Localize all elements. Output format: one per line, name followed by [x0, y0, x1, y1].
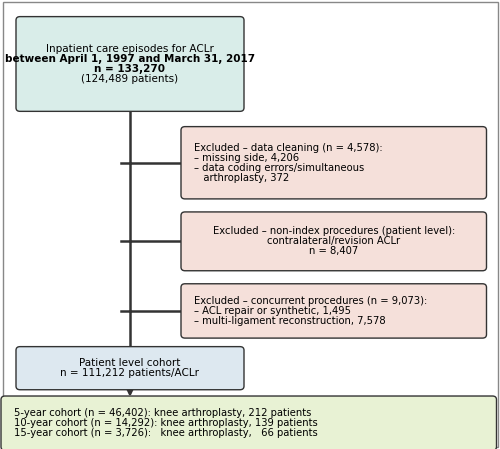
Text: – data coding errors/simultaneous: – data coding errors/simultaneous	[194, 163, 364, 173]
Text: Excluded – data cleaning (n = 4,578):: Excluded – data cleaning (n = 4,578):	[194, 143, 382, 153]
Text: 15-year cohort (n = 3,726):   knee arthroplasty,   66 patients: 15-year cohort (n = 3,726): knee arthrop…	[14, 428, 318, 438]
FancyBboxPatch shape	[181, 212, 486, 271]
FancyBboxPatch shape	[181, 284, 486, 338]
FancyBboxPatch shape	[181, 127, 486, 199]
Text: 10-year cohort (n = 14,292): knee arthroplasty, 139 patients: 10-year cohort (n = 14,292): knee arthro…	[14, 418, 318, 428]
FancyBboxPatch shape	[16, 347, 244, 390]
Text: n = 8,407: n = 8,407	[309, 246, 358, 256]
Text: Excluded – non-index procedures (patient level):: Excluded – non-index procedures (patient…	[212, 226, 455, 237]
Text: n = 133,270: n = 133,270	[94, 64, 166, 74]
FancyBboxPatch shape	[16, 17, 244, 111]
Text: 5-year cohort (n = 46,402): knee arthroplasty, 212 patients: 5-year cohort (n = 46,402): knee arthrop…	[14, 408, 312, 418]
Text: – missing side, 4,206: – missing side, 4,206	[194, 153, 299, 163]
Text: contralateral/revision ACLr: contralateral/revision ACLr	[267, 236, 400, 247]
Text: (124,489 patients): (124,489 patients)	[82, 74, 178, 84]
Text: – multi-ligament reconstruction, 7,578: – multi-ligament reconstruction, 7,578	[194, 316, 386, 326]
Text: n = 111,212 patients/ACLr: n = 111,212 patients/ACLr	[60, 368, 200, 378]
FancyBboxPatch shape	[1, 396, 496, 449]
Text: Patient level cohort: Patient level cohort	[80, 358, 180, 368]
Text: arthroplasty, 372: arthroplasty, 372	[194, 172, 289, 183]
Text: – ACL repair or synthetic, 1,495: – ACL repair or synthetic, 1,495	[194, 306, 351, 316]
Text: Excluded – concurrent procedures (n = 9,073):: Excluded – concurrent procedures (n = 9,…	[194, 296, 427, 306]
Text: Inpatient care episodes for ACLr: Inpatient care episodes for ACLr	[46, 44, 214, 54]
Text: between April 1, 1997 and March 31, 2017: between April 1, 1997 and March 31, 2017	[5, 54, 255, 64]
